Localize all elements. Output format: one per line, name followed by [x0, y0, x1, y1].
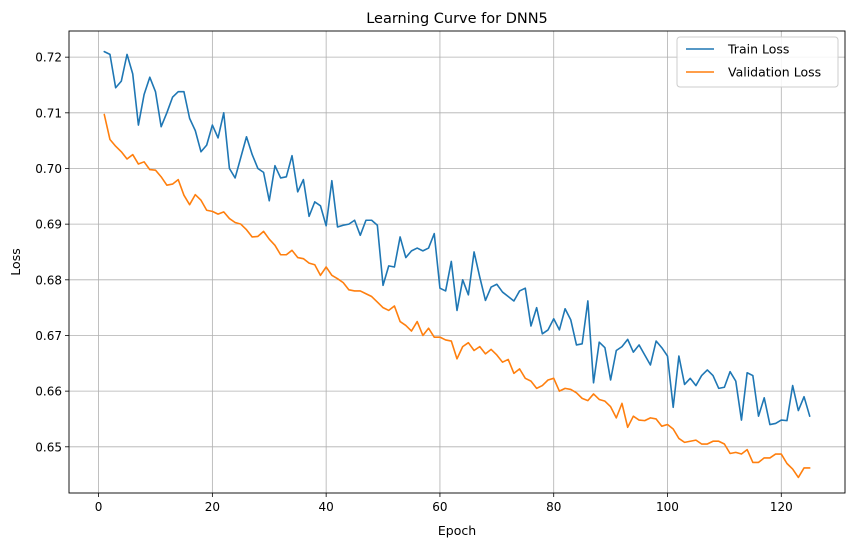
- y-tick-label: 0.65: [35, 440, 62, 454]
- x-axis-label: Epoch: [438, 523, 476, 538]
- y-tick-label: 0.68: [35, 273, 62, 287]
- plot-frame: [68, 30, 846, 494]
- grid-lines: [69, 31, 845, 493]
- legend-box: [676, 36, 839, 88]
- legend-label-train: Train Loss: [727, 42, 789, 57]
- x-tick-label: 40: [319, 500, 334, 514]
- series-line-validation-loss: [103, 113, 811, 479]
- x-tick-label: 20: [205, 500, 220, 514]
- legend: Train Loss Validation Loss: [676, 36, 839, 88]
- y-tick-label: 0.71: [35, 106, 62, 120]
- chart-title: Learning Curve for DNN5: [366, 11, 548, 27]
- y-tick-label: 0.67: [35, 329, 62, 343]
- x-tick-label: 120: [770, 500, 793, 514]
- x-tick-label: 100: [656, 500, 679, 514]
- series-lines: [103, 50, 811, 479]
- y-tick-label: 0.69: [35, 218, 62, 232]
- y-tick-label: 0.66: [35, 385, 62, 399]
- axis-ticks: 0 20 40 60 80 100 120 0.65 0.66 0.67 0.68 0.69 0.70 0…: [35, 51, 792, 514]
- legend-label-validation: Validation Loss: [728, 65, 821, 80]
- y-tick-label: 0.72: [35, 51, 62, 65]
- y-axis-label: Loss: [8, 248, 23, 275]
- x-tick-label: 60: [432, 500, 447, 514]
- y-tick-label: 0.70: [35, 162, 62, 176]
- series-line-train-loss: [103, 50, 811, 426]
- x-tick-label: 80: [546, 500, 561, 514]
- x-tick-label: 0: [95, 500, 103, 514]
